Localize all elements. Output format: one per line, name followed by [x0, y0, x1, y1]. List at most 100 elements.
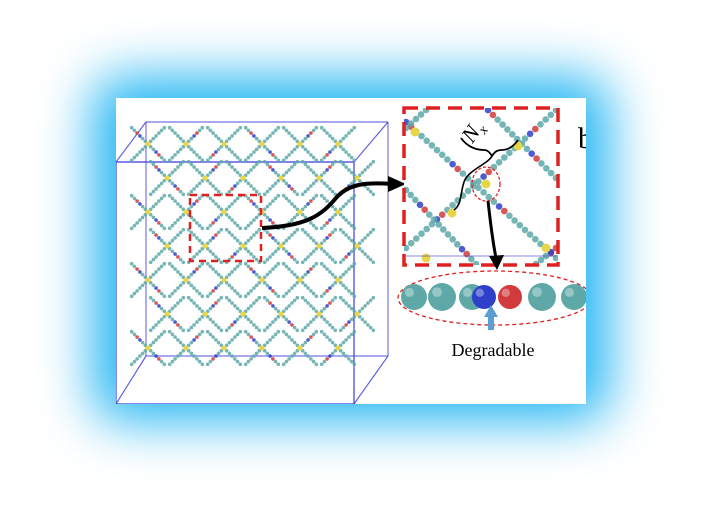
inset-bead [499, 121, 506, 128]
bead [363, 320, 367, 324]
bead [303, 189, 308, 194]
crosslink-bead [183, 277, 189, 283]
bead [178, 215, 183, 220]
bead [132, 223, 137, 228]
bead [276, 193, 281, 198]
bead [349, 332, 354, 337]
bead [347, 131, 351, 135]
bead [344, 134, 348, 138]
bead [330, 230, 335, 235]
bead [309, 252, 313, 256]
bead [295, 328, 300, 333]
bead [328, 323, 332, 327]
bead [284, 128, 289, 133]
bead [205, 158, 210, 163]
curved-arrow-icon [261, 181, 393, 230]
bead [328, 301, 332, 305]
bead [271, 304, 275, 308]
bead [157, 153, 161, 157]
bead [265, 230, 270, 235]
figure-panel: Nx Degradable b [116, 98, 586, 404]
bead [176, 202, 180, 206]
bead [216, 215, 221, 220]
bead [214, 233, 218, 237]
bead [140, 272, 145, 277]
bead [252, 323, 256, 327]
inset-bead [438, 151, 446, 159]
bead [347, 267, 351, 271]
bead [290, 218, 294, 222]
inset-bead [501, 154, 508, 161]
bead [135, 199, 139, 203]
bead [205, 294, 210, 299]
bead [159, 128, 164, 133]
bead [178, 272, 183, 277]
bead [268, 233, 272, 237]
crosslink-bead [259, 141, 265, 147]
bead [189, 340, 194, 345]
inset-bead [416, 201, 424, 209]
bead [167, 193, 172, 198]
bead [170, 223, 175, 228]
bead [290, 270, 294, 274]
bead [341, 257, 346, 262]
bead [189, 136, 194, 141]
inset-crosslink-bead [481, 179, 491, 189]
bead [284, 196, 289, 201]
bead [138, 218, 142, 222]
bead [268, 218, 272, 222]
bead [170, 332, 175, 337]
bead [252, 233, 256, 237]
bead [368, 298, 373, 303]
bead [368, 230, 373, 235]
inset-bead [418, 132, 425, 140]
inset-bead [489, 111, 497, 119]
bead [360, 306, 365, 311]
bead [151, 189, 156, 194]
bead [330, 147, 335, 152]
crosslink-bead [354, 243, 360, 249]
bead [322, 291, 327, 296]
bead [314, 261, 319, 266]
bead [254, 230, 259, 235]
bead [151, 215, 156, 220]
bead [197, 332, 202, 337]
bead [211, 131, 215, 135]
bead [287, 184, 291, 188]
bead [235, 128, 240, 133]
bead [265, 283, 270, 288]
bead [295, 227, 300, 232]
bead [287, 267, 291, 271]
inset-bead [430, 216, 438, 223]
bead [197, 196, 202, 201]
bead [319, 125, 324, 130]
bead [208, 249, 213, 254]
bead [281, 294, 286, 299]
bead [271, 199, 275, 203]
bead [371, 159, 376, 164]
bead [292, 136, 297, 141]
inset-bead [444, 156, 451, 163]
bead [368, 162, 373, 167]
bead [281, 261, 286, 266]
bead [157, 289, 161, 293]
bead [176, 354, 180, 358]
inset-bead [428, 142, 436, 149]
bead [227, 215, 232, 220]
inset-bead [438, 211, 446, 218]
bead [252, 270, 256, 274]
bead [154, 338, 158, 342]
bead [349, 223, 354, 228]
bead [227, 204, 232, 209]
bead [273, 332, 278, 337]
bead [167, 362, 172, 367]
bead [325, 289, 329, 293]
bead [344, 218, 348, 222]
bead [271, 335, 275, 339]
bead [132, 264, 137, 269]
bead [344, 338, 348, 342]
bead [159, 249, 164, 254]
bead [138, 202, 142, 206]
inset-bead [484, 108, 492, 114]
bead [257, 192, 262, 197]
